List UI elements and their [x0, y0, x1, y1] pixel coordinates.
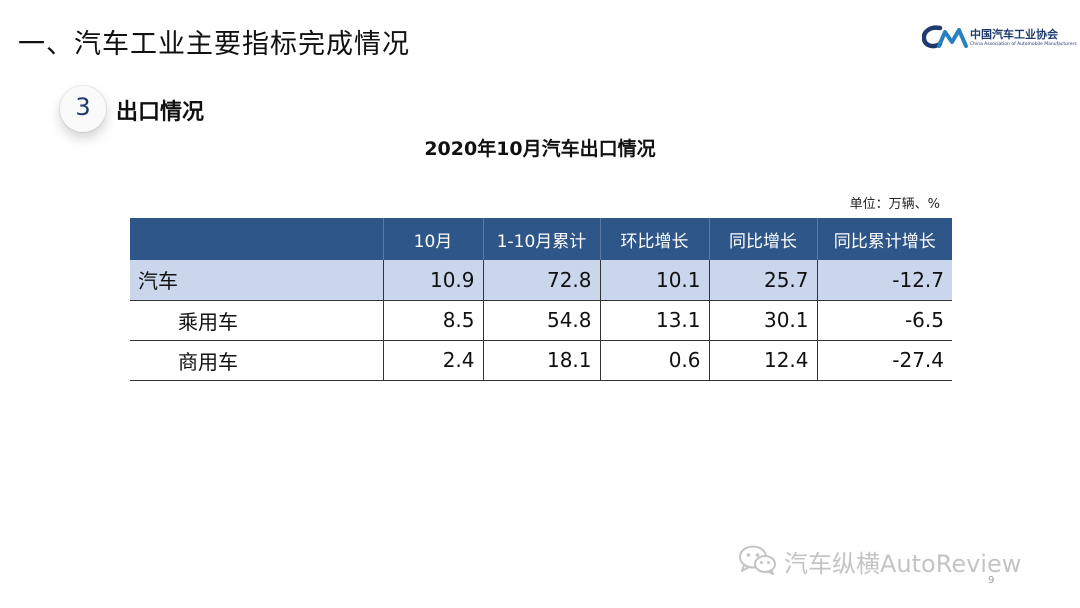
cell-yoy-growth: 12.4 — [708, 340, 817, 381]
cell-cumulative: 54.8 — [482, 300, 600, 341]
row-name: 汽车 — [130, 260, 383, 301]
cell-mom-growth: 13.1 — [599, 300, 709, 341]
header-name — [130, 218, 383, 260]
cell-mom-growth: 0.6 — [599, 340, 709, 381]
table-row: 乘用车 8.5 54.8 13.1 30.1 -6.5 — [130, 300, 952, 341]
section-number-badge: 3 — [60, 86, 106, 132]
wechat-icon — [739, 545, 776, 575]
header-month: 10月 — [382, 218, 483, 260]
header-yoy-growth: 同比增长 — [708, 218, 817, 260]
cell-yoy-cumulative-growth: -12.7 — [816, 260, 952, 301]
cell-month: 8.5 — [382, 300, 483, 341]
cell-month: 10.9 — [382, 260, 483, 301]
caam-logo-mark — [922, 25, 968, 49]
slide-title: 一、汽车工业主要指标完成情况 — [18, 29, 410, 60]
header-cumulative: 1-10月累计 — [482, 218, 600, 260]
cell-yoy-growth: 30.1 — [708, 300, 817, 341]
table-row: 汽车 10.9 72.8 10.1 25.7 -12.7 — [130, 260, 952, 301]
cell-cumulative: 18.1 — [482, 340, 600, 381]
section-title: 出口情况 — [116, 100, 205, 125]
cell-yoy-growth: 25.7 — [708, 260, 817, 301]
cell-month: 2.4 — [382, 340, 483, 381]
section-number: 3 — [75, 93, 91, 121]
table-header-row: 10月 1-10月累计 环比增长 同比增长 同比累计增长 — [130, 218, 952, 260]
cell-yoy-cumulative-growth: -27.4 — [816, 340, 952, 381]
cell-mom-growth: 10.1 — [599, 260, 709, 301]
unit-label: 单位：万辆、% — [849, 197, 940, 212]
header-mom-growth: 环比增长 — [599, 218, 709, 260]
export-table: 10月 1-10月累计 环比增长 同比增长 同比累计增长 汽车 10.9 72.… — [130, 218, 952, 381]
row-name: 乘用车 — [130, 300, 383, 341]
cell-yoy-cumulative-growth: -6.5 — [816, 300, 952, 341]
logo-english-name: China Association of Automobile Manufact… — [970, 42, 1077, 47]
watermark-text: 汽车纵横AutoReview — [784, 550, 1022, 578]
table-row: 商用车 2.4 18.1 0.6 12.4 -27.4 — [130, 340, 952, 381]
table-title: 2020年10月汽车出口情况 — [424, 138, 656, 160]
logo-chinese-name: 中国汽车工业协会 — [970, 28, 1058, 41]
header-yoy-cumulative-growth: 同比累计增长 — [816, 218, 952, 260]
caam-logo: 中国汽车工业协会 China Association of Automobile… — [922, 24, 1077, 54]
page-number: 9 — [988, 575, 995, 586]
row-name: 商用车 — [130, 340, 383, 381]
cell-cumulative: 72.8 — [482, 260, 600, 301]
